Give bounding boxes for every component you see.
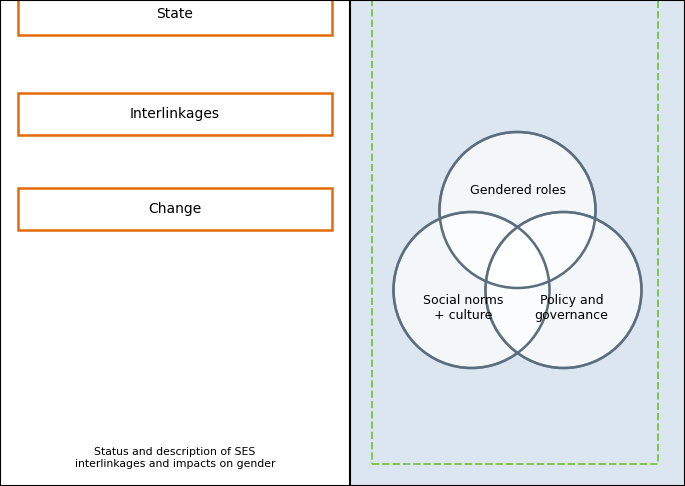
Text: Change: Change <box>149 202 201 216</box>
Text: Gendered roles: Gendered roles <box>469 184 566 196</box>
Text: Social norms
+ culture: Social norms + culture <box>423 294 503 322</box>
Bar <box>350 0 685 486</box>
Text: Status and description of SES
interlinkages and impacts on gender: Status and description of SES interlinka… <box>75 447 275 469</box>
Circle shape <box>486 212 641 368</box>
Text: Policy and
governance: Policy and governance <box>534 294 608 322</box>
FancyBboxPatch shape <box>18 0 332 35</box>
Text: Interlinkages: Interlinkages <box>130 107 220 122</box>
Text: State: State <box>157 7 193 21</box>
Circle shape <box>393 212 549 368</box>
FancyBboxPatch shape <box>18 93 332 135</box>
Circle shape <box>440 132 595 288</box>
FancyBboxPatch shape <box>18 188 332 230</box>
